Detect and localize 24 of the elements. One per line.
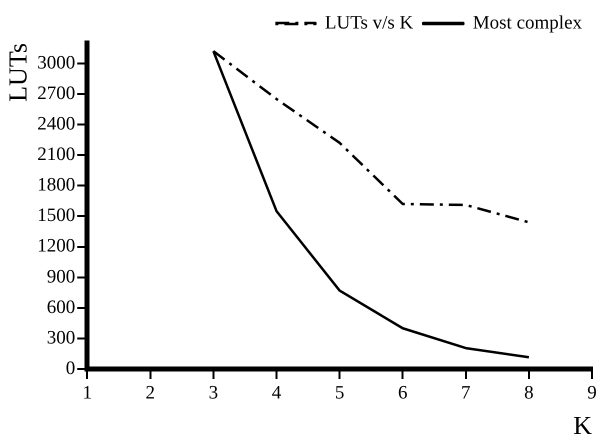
legend-label: Most complex bbox=[472, 12, 582, 34]
legend-label: LUTs v/s K bbox=[324, 12, 414, 34]
y-tick-label: 1500 bbox=[37, 205, 76, 226]
y-tick-label: 900 bbox=[46, 266, 76, 288]
x-tick-label: 4 bbox=[272, 382, 282, 404]
y-tick-label: 300 bbox=[46, 327, 76, 348]
x-tick-label: 1 bbox=[82, 382, 92, 404]
y-tick-label: 2100 bbox=[37, 144, 76, 166]
x-tick-label: 5 bbox=[334, 382, 344, 404]
x-tick-label: 3 bbox=[208, 382, 218, 404]
x-tick-label: 9 bbox=[587, 382, 597, 404]
y-tick-label: 2700 bbox=[37, 82, 76, 104]
x-tick-label: 2 bbox=[146, 382, 156, 404]
y-axis-title: LUTs bbox=[3, 43, 32, 102]
x-tick-label: 7 bbox=[461, 382, 471, 404]
x-tick-label: 6 bbox=[398, 382, 408, 404]
y-tick-label: 1200 bbox=[37, 236, 76, 257]
x-axis-title: K bbox=[573, 411, 592, 440]
y-tick-label: 1800 bbox=[37, 174, 76, 196]
y-tick-label: 2400 bbox=[37, 113, 76, 134]
y-tick-label: 600 bbox=[46, 296, 76, 318]
y-tick-label: 0 bbox=[66, 358, 76, 379]
x-tick-label: 8 bbox=[524, 382, 534, 404]
y-tick-label: 3000 bbox=[37, 52, 76, 74]
